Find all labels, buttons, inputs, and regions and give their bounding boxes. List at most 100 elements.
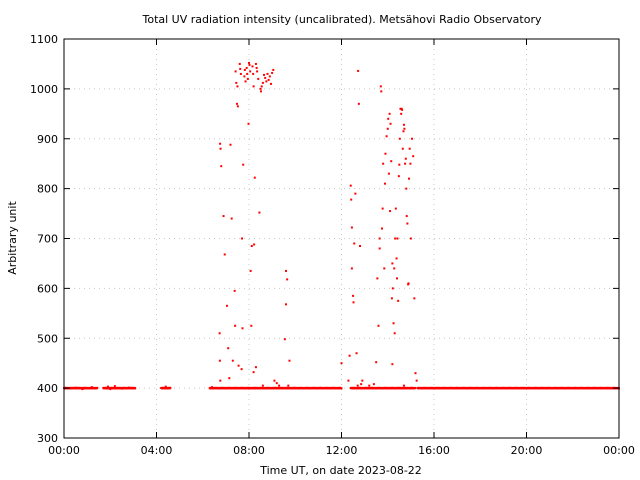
data-point xyxy=(384,152,387,155)
data-point xyxy=(397,175,400,178)
x-tick-label: 04:00 xyxy=(141,444,173,457)
data-point xyxy=(395,257,398,260)
data-point xyxy=(243,75,246,78)
data-point xyxy=(372,383,375,386)
data-point xyxy=(411,137,414,140)
data-point xyxy=(248,61,250,64)
data-point xyxy=(231,359,234,362)
data-point xyxy=(375,361,378,364)
data-point xyxy=(352,301,355,304)
data-point xyxy=(253,243,256,246)
data-point xyxy=(233,289,236,292)
y-tick-label: 900 xyxy=(37,133,58,146)
data-point xyxy=(236,105,239,108)
data-point xyxy=(390,297,393,300)
data-point xyxy=(379,85,382,88)
data-point xyxy=(255,66,258,69)
data-point xyxy=(381,207,384,210)
data-point xyxy=(222,215,225,218)
data-point xyxy=(235,81,238,84)
data-point xyxy=(250,244,253,247)
x-axis-label: Time UT, on date 2023-08-22 xyxy=(259,464,422,477)
data-point xyxy=(396,237,399,240)
data-point xyxy=(340,362,343,365)
data-point xyxy=(219,147,222,150)
y-tick-label: 1100 xyxy=(30,33,58,46)
data-point xyxy=(387,117,390,120)
data-point xyxy=(81,388,84,391)
data-point xyxy=(120,387,123,390)
data-point xyxy=(127,386,130,389)
data-point xyxy=(260,90,263,93)
data-point xyxy=(278,384,281,387)
data-point xyxy=(254,366,257,369)
data-point xyxy=(227,347,230,350)
data-point xyxy=(241,327,244,330)
data-point xyxy=(239,67,242,70)
data-point xyxy=(405,187,408,190)
data-point xyxy=(283,338,286,341)
data-point xyxy=(356,384,359,387)
data-point xyxy=(249,269,252,272)
data-point xyxy=(388,112,391,115)
data-point xyxy=(219,379,222,382)
data-point xyxy=(238,62,241,65)
data-point xyxy=(249,70,252,73)
data-point xyxy=(350,226,353,229)
data-point xyxy=(230,217,233,220)
data-point xyxy=(398,163,401,166)
data-point xyxy=(396,277,398,280)
data-point xyxy=(286,278,289,281)
data-point xyxy=(380,90,383,93)
x-tick-label: 16:00 xyxy=(418,444,450,457)
data-point xyxy=(390,160,393,163)
y-axis-label: Arbitrary unit xyxy=(6,201,19,275)
y-tick-label: 400 xyxy=(37,382,58,395)
data-point xyxy=(211,386,213,389)
data-point xyxy=(349,184,352,187)
data-point xyxy=(264,76,267,79)
data-point xyxy=(234,70,237,73)
data-point xyxy=(401,147,404,150)
data-point xyxy=(378,237,381,240)
data-point xyxy=(412,155,415,158)
data-point xyxy=(248,63,251,66)
data-point xyxy=(164,385,167,388)
data-point xyxy=(389,122,392,125)
data-point xyxy=(408,147,411,150)
data-point xyxy=(265,80,268,83)
data-point xyxy=(267,78,270,81)
data-point xyxy=(261,384,264,387)
data-point xyxy=(403,127,406,130)
data-point xyxy=(236,85,239,88)
data-point xyxy=(350,267,353,270)
data-point xyxy=(394,207,397,210)
data-point xyxy=(408,177,411,180)
data-point xyxy=(220,165,223,168)
data-point xyxy=(368,384,371,387)
data-point xyxy=(239,72,242,75)
data-point xyxy=(226,304,229,307)
y-tick-label: 1000 xyxy=(30,83,58,96)
data-point xyxy=(402,130,405,133)
data-point xyxy=(414,372,417,375)
data-point xyxy=(113,385,116,388)
data-point xyxy=(234,324,237,327)
data-point xyxy=(273,379,276,382)
y-axis-ticks: 300 400 500 600 700 800 900 1000 1100 xyxy=(30,33,619,445)
x-tick-label: 08:00 xyxy=(233,444,265,457)
data-point xyxy=(266,72,269,75)
data-point xyxy=(393,332,396,335)
data-point xyxy=(228,377,231,380)
data-point xyxy=(360,383,363,386)
data-point xyxy=(285,269,287,272)
data-point xyxy=(380,227,383,230)
data-point xyxy=(378,247,381,250)
data-point xyxy=(263,73,266,76)
data-point xyxy=(246,77,249,80)
data-point xyxy=(250,324,253,327)
data-point xyxy=(268,75,271,78)
y-tick-label: 700 xyxy=(37,233,58,246)
data-point xyxy=(415,379,418,382)
